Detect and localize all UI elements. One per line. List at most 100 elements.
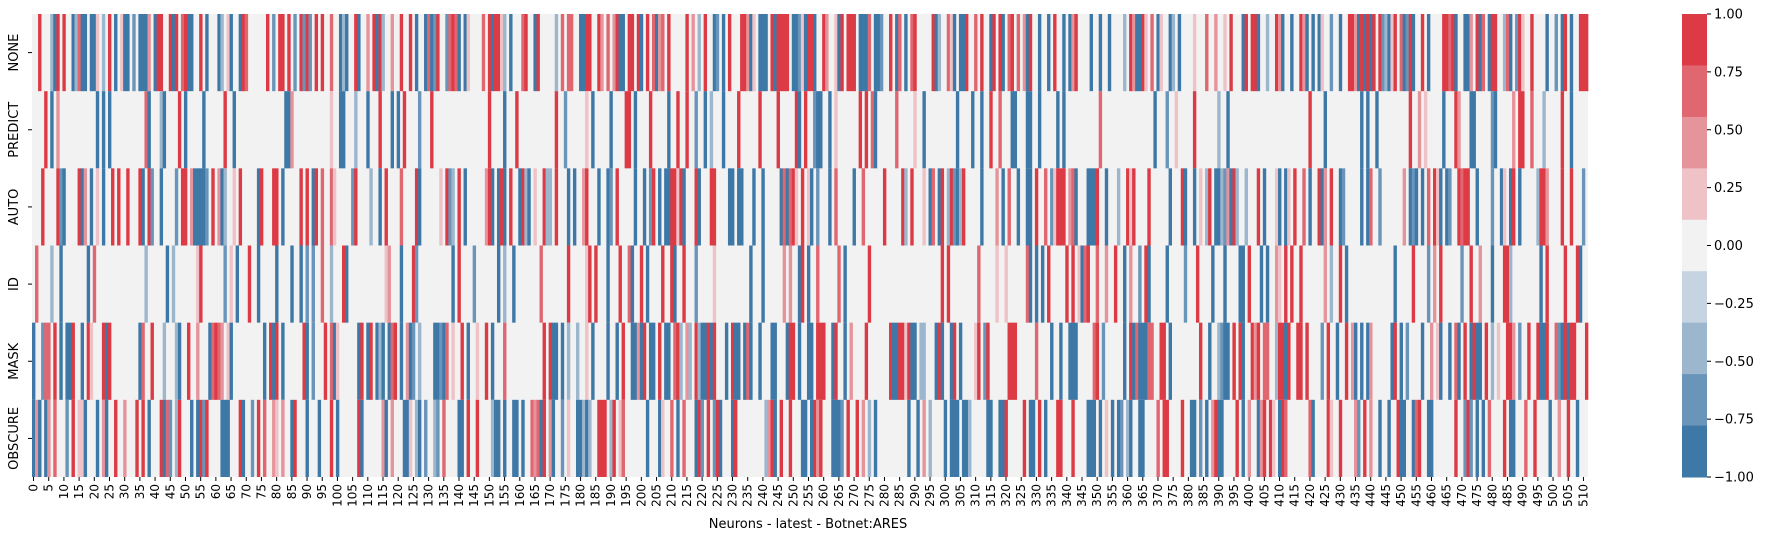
heatmap-cell — [360, 322, 364, 400]
heatmap-cell — [1223, 168, 1227, 246]
heatmap-cell — [272, 168, 276, 246]
heatmap-cell — [1074, 322, 1078, 400]
heatmap-cell — [457, 14, 461, 92]
heatmap-cell — [159, 399, 164, 477]
heatmap-cell — [1539, 168, 1543, 246]
heatmap-cell — [661, 399, 665, 477]
heatmap-cell — [1278, 322, 1282, 400]
heatmap-cell — [199, 245, 203, 323]
row-label: PREDICT — [7, 102, 22, 158]
heatmap-cell — [445, 14, 449, 92]
heatmap-cell — [1420, 322, 1425, 400]
x-tick-label: 315 — [984, 484, 998, 507]
heatmap-cell — [1034, 245, 1039, 323]
heatmap-cell — [791, 168, 796, 246]
heatmap-cell — [1405, 14, 1410, 92]
heatmap-cell — [384, 245, 388, 323]
heatmap-cell — [1402, 399, 1407, 477]
heatmap-cell — [1405, 322, 1410, 400]
heatmap-cell — [685, 14, 689, 92]
heatmap-cell — [758, 14, 762, 92]
heatmap-cell — [475, 399, 480, 477]
heatmap-cell — [1226, 168, 1230, 246]
x-tick-label: 470 — [1455, 484, 1469, 507]
heatmap-cell — [1116, 168, 1121, 246]
heatmap-cell — [949, 168, 954, 246]
heatmap-cell — [810, 322, 814, 400]
heatmap-cell — [144, 91, 148, 169]
heatmap-cell — [919, 322, 923, 400]
heatmap-cell — [226, 322, 230, 400]
heatmap-cell — [715, 399, 720, 477]
heatmap-cell — [338, 91, 343, 169]
heatmap-cell — [1284, 168, 1288, 246]
heatmap-cell — [737, 168, 741, 246]
heatmap-cell — [375, 322, 379, 400]
heatmap-cell — [168, 14, 173, 92]
heatmap-cell — [873, 91, 878, 169]
heatmap-cell — [585, 399, 589, 477]
heatmap-cell — [1360, 168, 1364, 246]
heatmap-cell — [1223, 14, 1227, 92]
heatmap-cell — [153, 14, 157, 92]
heatmap-cell — [1308, 168, 1312, 246]
heatmap-cell — [931, 168, 935, 246]
heatmap-cell — [77, 399, 81, 477]
heatmap-cell — [612, 399, 616, 477]
heatmap-cell — [889, 14, 893, 92]
heatmap-cell — [946, 168, 951, 246]
x-tick-label: 70 — [239, 484, 253, 499]
heatmap-cell — [1560, 168, 1565, 246]
heatmap-cell — [1256, 168, 1261, 246]
heatmap-cell — [1037, 91, 1042, 169]
heatmap-cell — [77, 14, 81, 92]
heatmap-cell — [673, 245, 677, 323]
heatmap-cell — [1469, 14, 1473, 92]
heatmap-cell — [1445, 14, 1449, 92]
heatmap-cell — [645, 245, 650, 323]
heatmap-cell — [56, 14, 60, 92]
colorbar-tick-label: 0.50 — [1714, 123, 1743, 138]
heatmap-cell — [1581, 168, 1586, 246]
heatmap-cell — [1569, 322, 1574, 400]
colorbar-segment — [1682, 219, 1707, 272]
x-tick-label: 435 — [1349, 484, 1363, 507]
heatmap-cell — [1025, 14, 1030, 92]
heatmap-cell — [62, 168, 66, 246]
heatmap-cell — [442, 322, 446, 400]
heatmap-cell — [898, 14, 902, 92]
heatmap-cell — [964, 14, 969, 92]
heatmap-cell — [168, 399, 173, 477]
heatmap-cell — [436, 14, 440, 92]
heatmap-cell — [852, 168, 856, 246]
heatmap-cell — [961, 399, 966, 477]
heatmap-cell — [730, 322, 735, 400]
heatmap-cell — [329, 168, 334, 246]
x-tick-label: 115 — [376, 484, 390, 507]
heatmap-cell — [50, 245, 54, 323]
heatmap-cell — [940, 322, 945, 400]
heatmap-cell — [445, 322, 449, 400]
heatmap-cell — [554, 91, 559, 169]
heatmap-cell — [548, 168, 553, 246]
heatmap-cell — [910, 322, 914, 400]
heatmap-cell — [1344, 322, 1349, 400]
x-tick-label: 465 — [1440, 484, 1454, 507]
x-tick-label: 35 — [133, 484, 147, 499]
heatmap-cell — [952, 322, 957, 400]
x-tick-label: 65 — [224, 484, 238, 499]
heatmap-cell — [834, 322, 838, 400]
heatmap-cell — [305, 322, 309, 400]
x-tick-label: 305 — [953, 484, 967, 507]
heatmap-cell — [317, 399, 322, 477]
heatmap-cell — [259, 168, 264, 246]
heatmap-cell — [354, 168, 358, 246]
heatmap-cell — [1037, 14, 1042, 92]
heatmap-cell — [375, 14, 379, 92]
heatmap-cell — [354, 14, 358, 92]
heatmap-cell — [1338, 245, 1343, 323]
heatmap-cell — [190, 14, 194, 92]
heatmap-cell — [971, 91, 975, 169]
heatmap-cell — [958, 168, 963, 246]
x-tick-label: 175 — [558, 484, 572, 507]
